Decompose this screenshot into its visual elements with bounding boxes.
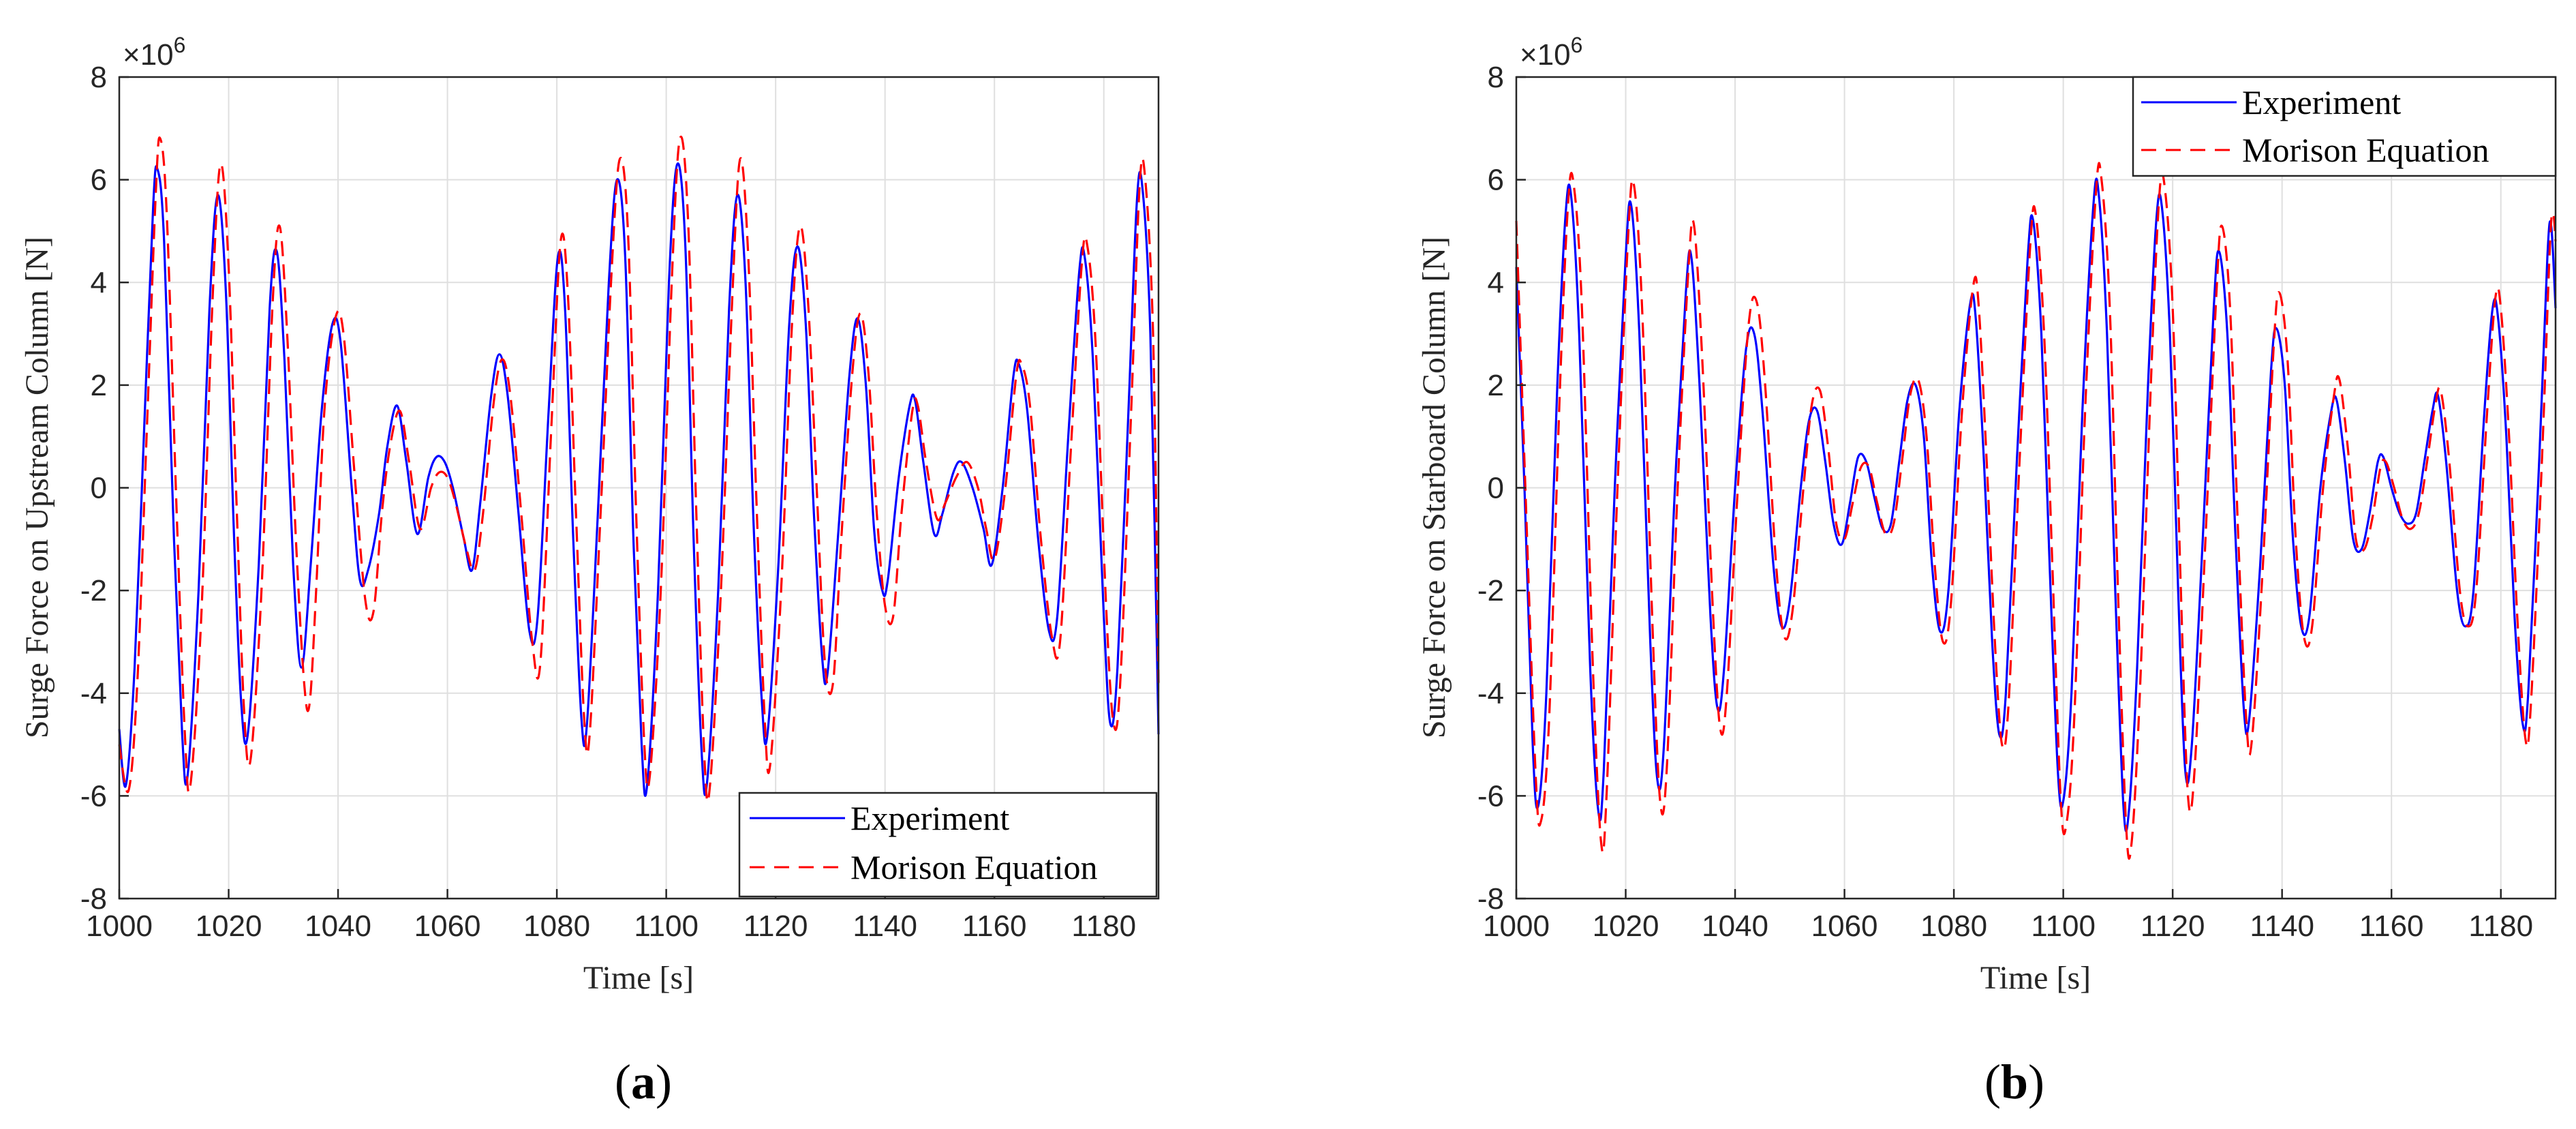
y-tick-label-b: -4 <box>1477 677 1504 710</box>
ticks-b: 1000 1020 1040 1060 1080 1100 1120 1140 1160 1180… <box>1477 61 2533 943</box>
x-tick-label-a: 1160 <box>962 909 1027 943</box>
x-tick-label-a: 1000 <box>86 909 153 943</box>
caption-letter-b: b <box>2001 1055 2028 1109</box>
y-axis-label-b: Surge Force on Starboard Column [N] <box>1416 237 1452 738</box>
y-exponent-base-b: ×10 <box>1520 38 1571 72</box>
y-tick-label-a: -8 <box>80 882 107 916</box>
y-axis-label-a: Surge Force on Upstream Column [N] <box>19 237 55 738</box>
x-tick-label-b: 1120 <box>2141 909 2205 943</box>
y-exponent-base-a: ×10 <box>123 38 174 72</box>
series-b <box>1515 162 2557 860</box>
x-tick-label-b: 1060 <box>1811 909 1878 943</box>
y-exponent-b: ×106 <box>1520 33 1582 72</box>
x-tick-label-a: 1080 <box>523 909 590 943</box>
y-exponent-a: ×106 <box>123 33 185 72</box>
y-tick-label-b: -8 <box>1477 882 1504 916</box>
x-tick-label-a: 1140 <box>853 909 917 943</box>
y-tick-label-a: -2 <box>80 574 107 607</box>
experiment-series-line-a <box>118 162 1160 797</box>
x-tick-label-a: 1100 <box>634 909 699 943</box>
x-axis-label-b: Time [s] <box>1980 960 2091 996</box>
x-axis-label-a: Time [s] <box>583 960 694 996</box>
series-a <box>118 135 1160 803</box>
ticks-a: 1000 1020 1040 1060 1080 1100 1120 1140 1160 1180… <box>80 61 1136 943</box>
morison-series-line-b <box>1515 162 2557 860</box>
legend-b: Experiment Morison Equation <box>2132 76 2557 177</box>
x-tick-label-b: 1000 <box>1483 909 1550 943</box>
y-tick-label-b: -6 <box>1477 779 1504 813</box>
legend-a: Experiment Morison Equation <box>738 792 1158 898</box>
legend-box-b <box>2132 76 2557 177</box>
y-tick-label-a: 8 <box>91 61 107 94</box>
y-tick-label-b: 8 <box>1488 61 1504 94</box>
legend-label-experiment-b: Experiment <box>2242 83 2401 121</box>
y-tick-label-b: 0 <box>1488 472 1504 505</box>
y-tick-label-a: 0 <box>91 472 107 505</box>
y-tick-label-a: 2 <box>91 369 107 402</box>
y-tick-label-a: 4 <box>91 266 107 299</box>
y-tick-label-b: 6 <box>1488 164 1504 197</box>
grid-a <box>119 77 1159 899</box>
x-tick-label-a: 1120 <box>743 909 808 943</box>
chart-panel-a: 1000 1020 1040 1060 1080 1100 1120 1140 1160 1180… <box>19 33 1160 1109</box>
y-tick-label-a: 6 <box>91 164 107 197</box>
legend-label-morison-a: Morison Equation <box>850 848 1097 886</box>
x-tick-label-a: 1180 <box>1071 909 1136 943</box>
experiment-series-line-b <box>1515 177 2557 832</box>
y-tick-label-b: 2 <box>1488 369 1504 402</box>
chart-panel-b: 1000 1020 1040 1060 1080 1100 1120 1140 1160 1180… <box>1416 33 2557 1109</box>
legend-label-morison-b: Morison Equation <box>2242 131 2489 169</box>
caption-a: (a) <box>615 1055 672 1109</box>
x-tick-label-b: 1100 <box>2031 909 2096 943</box>
y-tick-label-a: -6 <box>80 779 107 813</box>
x-tick-label-b: 1020 <box>1593 909 1659 943</box>
y-tick-label-b: -2 <box>1477 574 1504 607</box>
legend-label-experiment-a: Experiment <box>850 799 1009 837</box>
x-tick-label-b: 1080 <box>1920 909 1987 943</box>
x-tick-label-a: 1040 <box>305 909 371 943</box>
grid-b <box>1516 77 2556 899</box>
y-exponent-power-b: 6 <box>1571 33 1583 57</box>
y-tick-label-a: -4 <box>80 677 107 710</box>
x-tick-label-b: 1180 <box>2468 909 2533 943</box>
x-tick-label-a: 1020 <box>196 909 262 943</box>
x-tick-label-b: 1160 <box>2359 909 2424 943</box>
caption-b: (b) <box>1984 1055 2044 1109</box>
x-tick-label-b: 1040 <box>1702 909 1768 943</box>
x-tick-label-b: 1140 <box>2250 909 2314 943</box>
y-exponent-power-a: 6 <box>174 33 186 57</box>
caption-letter-a: a <box>631 1055 656 1109</box>
y-tick-label-b: 4 <box>1488 266 1504 299</box>
legend-box-a <box>738 792 1158 898</box>
x-tick-label-a: 1060 <box>414 909 481 943</box>
morison-series-line-a <box>118 135 1160 803</box>
